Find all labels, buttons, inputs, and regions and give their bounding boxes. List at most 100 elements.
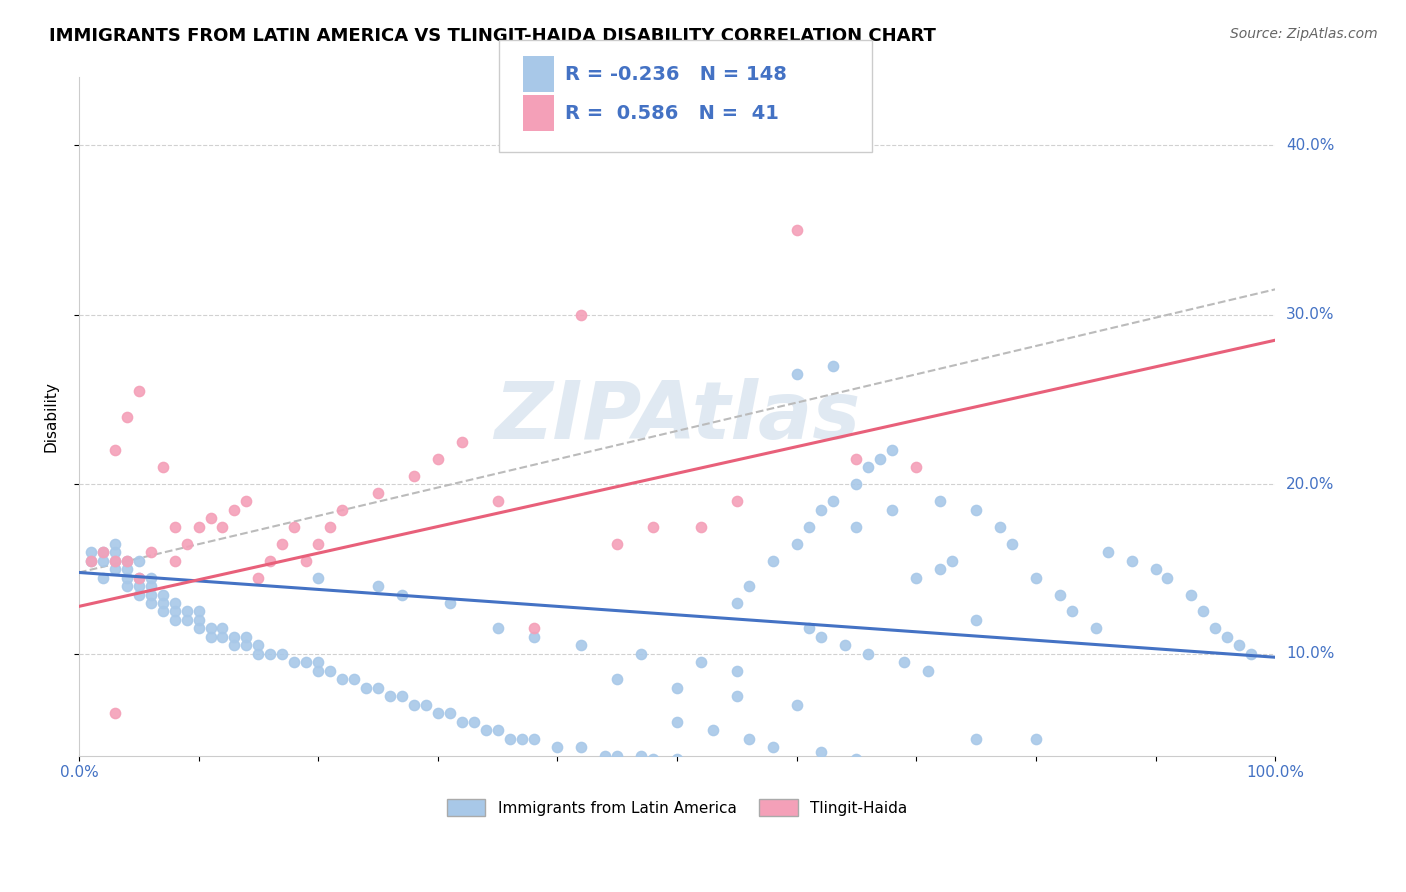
Point — [259, 647, 281, 661]
Point — [1240, 647, 1263, 661]
Point — [104, 706, 127, 721]
Point — [810, 745, 832, 759]
Point — [498, 731, 520, 746]
Point — [104, 562, 127, 576]
Point — [104, 545, 127, 559]
Point — [115, 570, 138, 584]
Point — [307, 656, 329, 670]
Point — [1192, 604, 1215, 618]
Text: 20.0%: 20.0% — [1286, 477, 1334, 491]
Point — [1144, 562, 1167, 576]
Point — [786, 223, 808, 237]
Point — [80, 553, 103, 567]
Point — [486, 723, 509, 738]
Point — [725, 494, 748, 508]
Point — [224, 639, 246, 653]
Point — [965, 613, 987, 627]
Point — [1025, 731, 1047, 746]
Point — [725, 596, 748, 610]
Point — [1216, 630, 1239, 644]
Point — [211, 519, 233, 533]
Point — [569, 308, 592, 322]
Point — [569, 639, 592, 653]
Point — [725, 690, 748, 704]
Point — [295, 656, 318, 670]
Point — [845, 752, 868, 766]
Point — [797, 519, 820, 533]
Point — [690, 757, 713, 772]
Point — [115, 579, 138, 593]
Point — [1180, 587, 1202, 601]
Point — [929, 494, 952, 508]
Point — [91, 553, 114, 567]
Point — [187, 622, 209, 636]
Point — [104, 553, 127, 567]
Point — [869, 451, 891, 466]
Point — [152, 604, 174, 618]
Point — [139, 596, 162, 610]
Point — [115, 553, 138, 567]
Point — [463, 714, 485, 729]
Point — [115, 562, 138, 576]
Point — [439, 596, 461, 610]
Point — [128, 570, 150, 584]
Point — [200, 622, 222, 636]
Point — [91, 545, 114, 559]
Point — [235, 630, 257, 644]
Point — [163, 596, 186, 610]
Point — [1025, 570, 1047, 584]
Point — [606, 748, 628, 763]
Text: R =  0.586   N =  41: R = 0.586 N = 41 — [565, 103, 779, 123]
Point — [905, 570, 928, 584]
Point — [402, 698, 425, 712]
Point — [882, 502, 904, 516]
Point — [522, 622, 544, 636]
Point — [415, 698, 437, 712]
Point — [643, 519, 665, 533]
Point — [176, 536, 198, 550]
Point — [630, 748, 652, 763]
Point — [319, 664, 342, 678]
Point — [1060, 604, 1083, 618]
Point — [762, 553, 785, 567]
Point — [1156, 570, 1178, 584]
Point — [224, 630, 246, 644]
Point — [474, 723, 496, 738]
Text: Source: ZipAtlas.com: Source: ZipAtlas.com — [1230, 27, 1378, 41]
Point — [235, 639, 257, 653]
Point — [163, 604, 186, 618]
Text: R = -0.236   N = 148: R = -0.236 N = 148 — [565, 64, 787, 84]
Point — [354, 681, 377, 695]
Point — [91, 570, 114, 584]
Point — [690, 656, 713, 670]
Point — [1204, 622, 1226, 636]
Point — [965, 731, 987, 746]
Point — [283, 519, 305, 533]
Point — [104, 443, 127, 458]
Point — [522, 630, 544, 644]
Point — [176, 613, 198, 627]
Point — [786, 698, 808, 712]
Point — [283, 656, 305, 670]
Point — [391, 587, 413, 601]
Point — [810, 502, 832, 516]
Point — [163, 553, 186, 567]
Point — [235, 494, 257, 508]
Point — [845, 451, 868, 466]
Point — [965, 502, 987, 516]
Point — [307, 536, 329, 550]
Legend: Immigrants from Latin America, Tlingit-Haida: Immigrants from Latin America, Tlingit-H… — [441, 793, 912, 822]
Point — [200, 630, 222, 644]
Point — [486, 622, 509, 636]
Point — [690, 519, 713, 533]
Point — [797, 622, 820, 636]
Point — [128, 570, 150, 584]
Point — [128, 384, 150, 398]
Point — [450, 434, 472, 449]
Text: 10.0%: 10.0% — [1286, 647, 1334, 661]
Point — [247, 647, 270, 661]
Point — [702, 723, 724, 738]
Point — [187, 519, 209, 533]
Point — [224, 502, 246, 516]
Point — [139, 587, 162, 601]
